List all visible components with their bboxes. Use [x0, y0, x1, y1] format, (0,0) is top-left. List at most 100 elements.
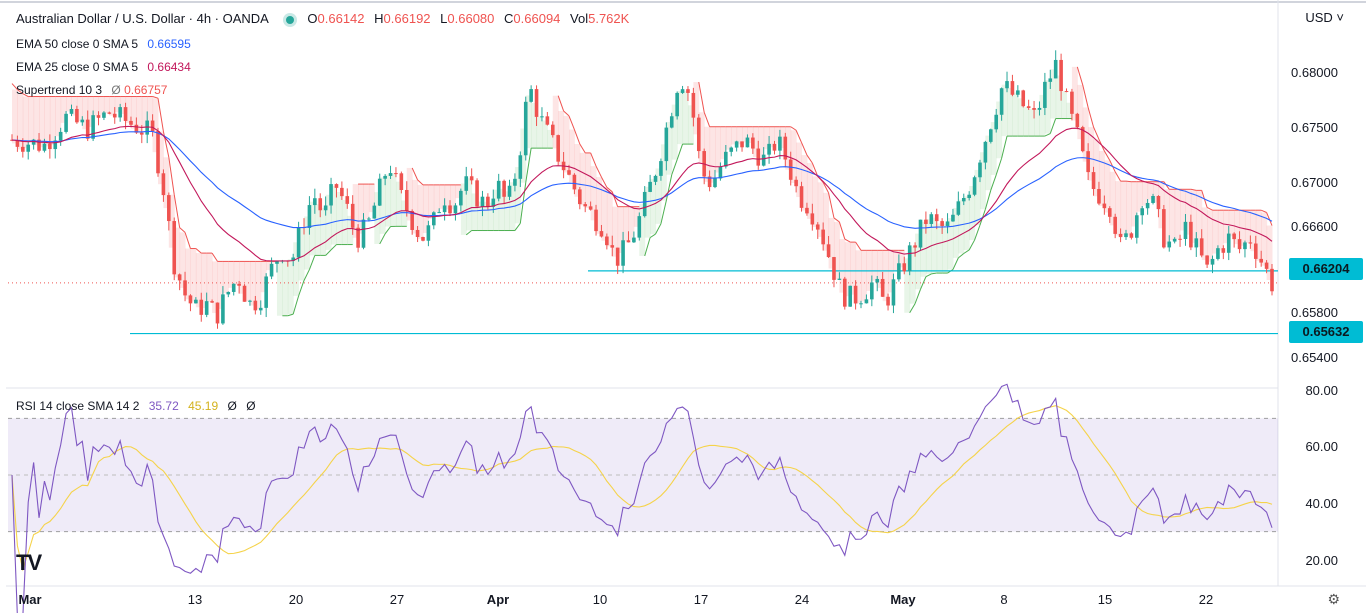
- supertrend-fill: [871, 250, 878, 281]
- candle-body: [123, 107, 128, 121]
- candle-body: [707, 176, 712, 188]
- supertrend-fill: [952, 208, 959, 258]
- ema50-legend[interactable]: EMA 50 close 0 SMA 5 0.66595: [16, 37, 191, 51]
- supertrend-fill: [990, 122, 997, 175]
- supertrend-fill: [1001, 84, 1008, 137]
- supertrend-fill: [195, 253, 202, 308]
- candle-body: [507, 185, 512, 197]
- time-axis-label: Apr: [486, 592, 510, 607]
- candle-body: [578, 189, 582, 205]
- symbol-legend[interactable]: Australian Dollar / U.S. Dollar · 4h · O…: [16, 12, 635, 26]
- settings-icon[interactable]: ⚙: [1327, 591, 1340, 607]
- candle-body: [394, 173, 398, 175]
- candle-body: [448, 205, 452, 214]
- supertrend-fill: [677, 91, 684, 145]
- supertrend-fill: [558, 110, 565, 166]
- supertrend-fill: [1120, 181, 1127, 236]
- rsi-extra-2: Ø: [246, 399, 256, 413]
- supertrend-segment: [1087, 107, 1095, 128]
- candle-body: [112, 113, 117, 118]
- candle-body: [745, 137, 750, 148]
- supertrend-fill: [158, 131, 164, 185]
- supertrend-segment: [17, 89, 24, 95]
- price-tag-support-1[interactable]: 0.66204: [1289, 258, 1363, 280]
- tradingview-logo[interactable]: TV: [16, 550, 42, 575]
- candle-body: [572, 174, 577, 190]
- currency-selector[interactable]: USD ˅: [1305, 10, 1344, 25]
- candle-body: [686, 89, 690, 93]
- candle-body: [1026, 106, 1031, 109]
- supertrend-fill: [1007, 87, 1013, 137]
- candle-body: [1216, 248, 1220, 259]
- ema25-legend[interactable]: EMA 25 close 0 SMA 5 0.66434: [16, 60, 191, 74]
- candle-body: [718, 166, 723, 179]
- candle-body: [1189, 221, 1193, 248]
- supertrend-label: Supertrend 10 3: [16, 83, 103, 97]
- supertrend-fill: [563, 115, 570, 173]
- supertrend-segment: [184, 232, 191, 249]
- candle-body: [91, 115, 95, 139]
- candle-body: [929, 214, 934, 224]
- supertrend-fill: [49, 96, 56, 145]
- low-value: 0.66080: [447, 11, 495, 26]
- symbol-title[interactable]: Australian Dollar / U.S. Dollar · 4h · O…: [16, 11, 269, 26]
- supertrend-fill: [915, 233, 921, 290]
- supertrend-fill: [255, 261, 262, 310]
- supertrend-fill: [39, 96, 45, 148]
- supertrend-fill: [260, 261, 267, 293]
- candle-body: [729, 147, 734, 152]
- supertrend-segment: [601, 176, 608, 188]
- supertrend-fill: [466, 178, 473, 231]
- supertrend-fill: [660, 144, 667, 201]
- supertrend-fill: [66, 96, 72, 112]
- candle-body: [1053, 59, 1058, 79]
- time-axis-label: 13: [187, 592, 203, 607]
- supertrend-fill: [1066, 102, 1073, 119]
- supertrend-fill: [974, 169, 981, 226]
- price-tag-support-2[interactable]: 0.65632: [1289, 321, 1363, 343]
- supertrend-fill: [790, 130, 797, 184]
- supertrend-fill: [1217, 210, 1224, 251]
- supertrend-fill: [190, 248, 197, 302]
- supertrend-value: 0.66757: [124, 83, 168, 97]
- candle-body: [329, 184, 333, 206]
- supertrend-fill: [1088, 127, 1095, 181]
- supertrend-fill: [585, 152, 592, 209]
- supertrend-fill: [331, 185, 337, 245]
- supertrend-fill: [412, 179, 419, 234]
- close-value: 0.66094: [513, 11, 561, 26]
- candle-body: [956, 201, 961, 215]
- supertrend-fill: [1266, 225, 1273, 281]
- candle-body: [1118, 233, 1123, 238]
- supertrend-segment: [844, 238, 851, 243]
- supertrend-fill: [936, 223, 943, 274]
- supertrend-fill: [71, 96, 78, 116]
- candle-body: [994, 114, 999, 130]
- supertrend-legend[interactable]: Supertrend 10 3 Ø 0.66757: [16, 83, 167, 97]
- supertrend-fill: [1077, 84, 1084, 140]
- supertrend-fill: [147, 96, 154, 126]
- supertrend-fill: [185, 248, 191, 300]
- candle-body: [183, 280, 187, 296]
- candle-body: [404, 190, 409, 211]
- supertrend-fill: [931, 217, 938, 274]
- candle-body: [734, 141, 739, 148]
- supertrend-fill: [693, 82, 700, 135]
- supertrend-segment: [563, 110, 570, 117]
- time-axis-label: 22: [1198, 592, 1214, 607]
- candle-body: [291, 257, 296, 261]
- open-value: 0.66142: [317, 11, 365, 26]
- candle-body: [426, 225, 431, 241]
- supertrend-fill: [666, 121, 673, 175]
- supertrend-fill: [520, 128, 527, 183]
- supertrend-fill: [450, 184, 456, 210]
- candle-body: [437, 212, 442, 214]
- supertrend-fill: [1115, 181, 1122, 236]
- candle-body: [129, 120, 133, 125]
- supertrend-segment: [1076, 66, 1084, 86]
- candle-body: [805, 207, 809, 214]
- rsi-legend[interactable]: RSI 14 close SMA 14 2 35.72 45.19 Ø Ø: [16, 399, 256, 413]
- supertrend-fill: [487, 202, 494, 231]
- candle-body: [518, 155, 523, 179]
